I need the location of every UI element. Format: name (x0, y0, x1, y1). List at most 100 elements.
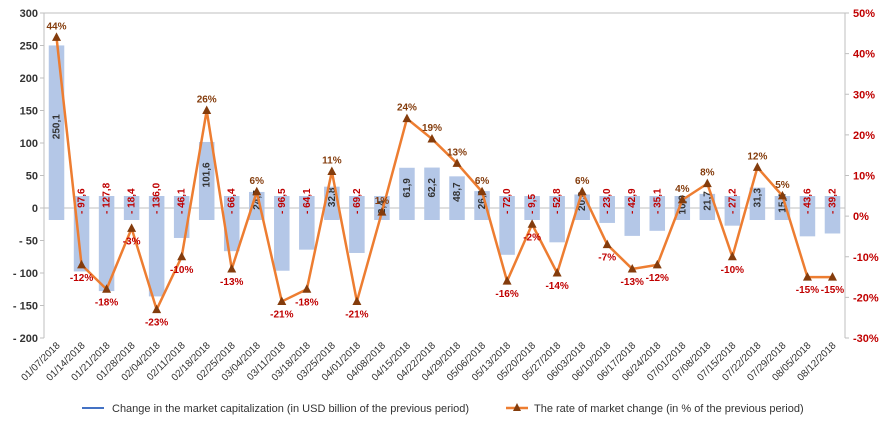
rate-value-label: 19% (422, 123, 442, 134)
bar-value-label: 61,9 (402, 178, 413, 198)
rate-marker (827, 272, 837, 281)
rate-value-label: -13% (621, 277, 644, 288)
bar-value-label: 62,2 (427, 178, 438, 198)
bar-value-label: - 27,2 (727, 188, 738, 214)
rate-marker (627, 263, 637, 273)
bar-value-label: - 69,2 (352, 188, 363, 214)
rate-value-label: -3% (123, 236, 141, 247)
bar-value-label: 101,6 (202, 162, 213, 187)
rate-value-label: 24% (397, 103, 417, 114)
bar (774, 196, 791, 220)
pct-labels-group: 44%-12%-18%-3%-23%-10%26%-13%6%-21%-18%1… (47, 21, 845, 328)
y-right-tick-label: -30% (853, 333, 879, 345)
bar (349, 196, 365, 253)
rate-value-label: -13% (220, 277, 243, 288)
rate-value-label: 5% (775, 180, 790, 191)
bar-value-label: 48,7 (452, 182, 463, 202)
bar-value-label: - 66,4 (227, 188, 238, 214)
bar-value-label: 31,3 (752, 188, 763, 208)
bar-value-label: - 35,1 (652, 188, 663, 214)
rate-marker (202, 105, 212, 114)
y-left-tick-label: - 100 (13, 268, 38, 280)
bar-value-label: 24,7 (252, 190, 263, 210)
rate-marker (452, 158, 462, 167)
bar (299, 196, 315, 250)
rate-value-label: 6% (575, 176, 590, 187)
rate-value-label: 6% (475, 176, 490, 187)
rate-marker (127, 223, 137, 232)
y-right-tick-label: 0% (853, 211, 869, 223)
rate-marker (652, 259, 662, 269)
legend-line-marker (513, 403, 521, 411)
rate-marker (727, 251, 737, 261)
rate-marker (77, 259, 87, 269)
rate-marker (752, 162, 762, 171)
rate-value-label: -10% (170, 265, 193, 276)
bar (799, 196, 816, 237)
rate-value-label: 4% (675, 184, 690, 195)
y-left-tick-label: - 50 (19, 236, 38, 248)
bar-value-label: 10,0 (677, 195, 688, 215)
bar-value-label: 21,7 (702, 191, 713, 211)
bar (649, 196, 666, 231)
bar-value-label: - 23,0 (602, 188, 613, 214)
rate-value-label: -21% (345, 309, 368, 320)
rate-marker (227, 263, 237, 273)
rate-marker (352, 296, 362, 305)
bar-value-label: - 9,5 (527, 194, 538, 214)
bar (399, 167, 415, 220)
rate-marker (427, 133, 437, 143)
rate-value-label: 1% (375, 196, 390, 207)
rate-value-label: 6% (250, 176, 265, 187)
y-left-tick-label: 50 (26, 171, 38, 183)
bar-value-label: - 97,6 (77, 188, 88, 214)
rate-value-label: 8% (700, 168, 715, 179)
y-left-tick-label: 100 (20, 138, 38, 150)
bar-value-label: 26,0 (477, 189, 488, 209)
bar-value-label: - 52,8 (552, 188, 563, 214)
rate-value-label: 11% (322, 155, 342, 166)
rate-value-label: -23% (145, 318, 168, 329)
rate-marker (252, 186, 262, 196)
bar-value-label: 15,4 (777, 193, 788, 213)
bar-value-label: 32,8 (327, 187, 338, 207)
rate-value-label: 44% (47, 21, 67, 32)
bar-value-label: - 42,9 (627, 188, 638, 214)
rate-line (55, 37, 833, 311)
legend-line-label: The rate of market change (in % of the p… (534, 403, 804, 415)
legend: Change in the market capitalization (in … (82, 403, 804, 415)
y-right-tick-label: -20% (853, 292, 879, 304)
rate-marker (552, 268, 562, 277)
rate-marker (677, 194, 687, 204)
bar (48, 45, 65, 221)
rate-value-label: -14% (545, 281, 568, 292)
rate-value-label: 26% (197, 95, 217, 106)
bar (749, 187, 766, 220)
y-right-tick-label: 40% (853, 49, 875, 61)
bar-value-label: - 136,0 (152, 182, 163, 214)
rate-marker (402, 113, 412, 123)
rate-value-label: -18% (95, 297, 118, 308)
bar (274, 196, 290, 271)
rate-marker (502, 276, 512, 285)
bar-value-label: 250,1 (52, 114, 63, 139)
bar (824, 196, 841, 234)
y-left-tick-label: - 150 (13, 301, 38, 313)
rate-marker (152, 304, 162, 314)
bar (549, 196, 565, 243)
rate-marker (52, 32, 62, 41)
rate-value-label: -16% (495, 289, 518, 300)
rate-value-label: -21% (270, 309, 293, 320)
y-left-tick-label: 250 (20, 41, 38, 53)
bar-value-label: - 72,0 (502, 188, 513, 214)
bar (624, 196, 640, 236)
y-left-tick-label: 150 (20, 106, 38, 118)
bar (123, 196, 140, 220)
rate-value-label: 12% (747, 151, 767, 162)
y-left-tick-label: 0 (32, 203, 38, 215)
rate-marker (777, 190, 787, 200)
bar-labels-group: 250,1 - 97,6 - 127,8 - 18,4 - 136,0 - 46,1 101… (52, 114, 839, 215)
rate-marker (477, 186, 487, 196)
rate-value-label: -12% (70, 273, 93, 284)
